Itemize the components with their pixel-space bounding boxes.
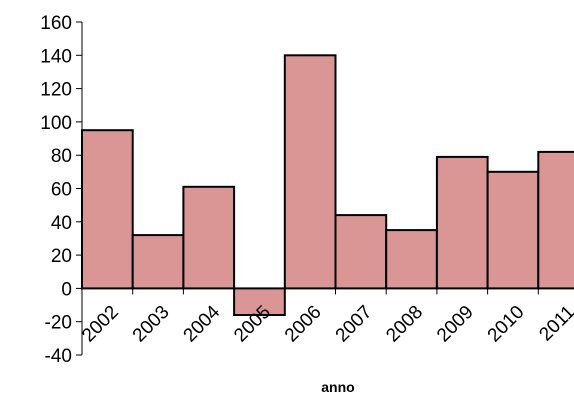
x-tick-label: 2002 <box>78 302 123 347</box>
x-tick-label: 2007 <box>332 302 377 347</box>
x-tick-labels: 2002 2003 2004 2005 2006 2007 2008 2009 2010 2011 <box>78 301 574 346</box>
bar-2011 <box>537 150 574 290</box>
x-tick-label: 2006 <box>281 302 326 347</box>
bars-layer <box>81 54 574 316</box>
x-tick-label: 2011 <box>535 302 574 346</box>
bar-2004 <box>182 185 236 290</box>
y-tick-labels: 160 140 120 100 80 60 40 20 0 -20 -40 <box>40 13 72 367</box>
x-tick-label: 2003 <box>129 302 174 347</box>
axes-layer <box>76 21 574 356</box>
bar-2010 <box>486 170 540 290</box>
bar-2003 <box>131 234 185 290</box>
y-tick-label: 100 <box>40 113 72 134</box>
y-tick-label: 0 <box>61 279 72 300</box>
y-tick-label: 20 <box>51 246 72 267</box>
y-tick-label: -40 <box>45 346 72 367</box>
bar-2006 <box>283 54 337 290</box>
bar-2002 <box>81 129 134 290</box>
x-axis-title: anno <box>321 379 354 395</box>
x-tick-label: 2004 <box>180 301 225 346</box>
y-tick-label: 80 <box>51 146 72 167</box>
y-tick-label: 160 <box>40 13 72 34</box>
y-tick-label: -20 <box>45 313 72 334</box>
bar-2005 <box>233 287 286 316</box>
y-tick-label: 40 <box>51 213 72 234</box>
y-tick-label: 60 <box>51 180 72 201</box>
bar-2007 <box>334 214 388 290</box>
y-tick-label: 120 <box>40 80 72 101</box>
x-tick-label: 2010 <box>484 302 529 347</box>
bar-2008 <box>385 229 438 290</box>
x-tick-label: 2009 <box>433 302 478 347</box>
x-tick-label: 2008 <box>382 302 427 347</box>
bar-2009 <box>435 155 489 290</box>
y-tick-label: 140 <box>40 46 72 67</box>
